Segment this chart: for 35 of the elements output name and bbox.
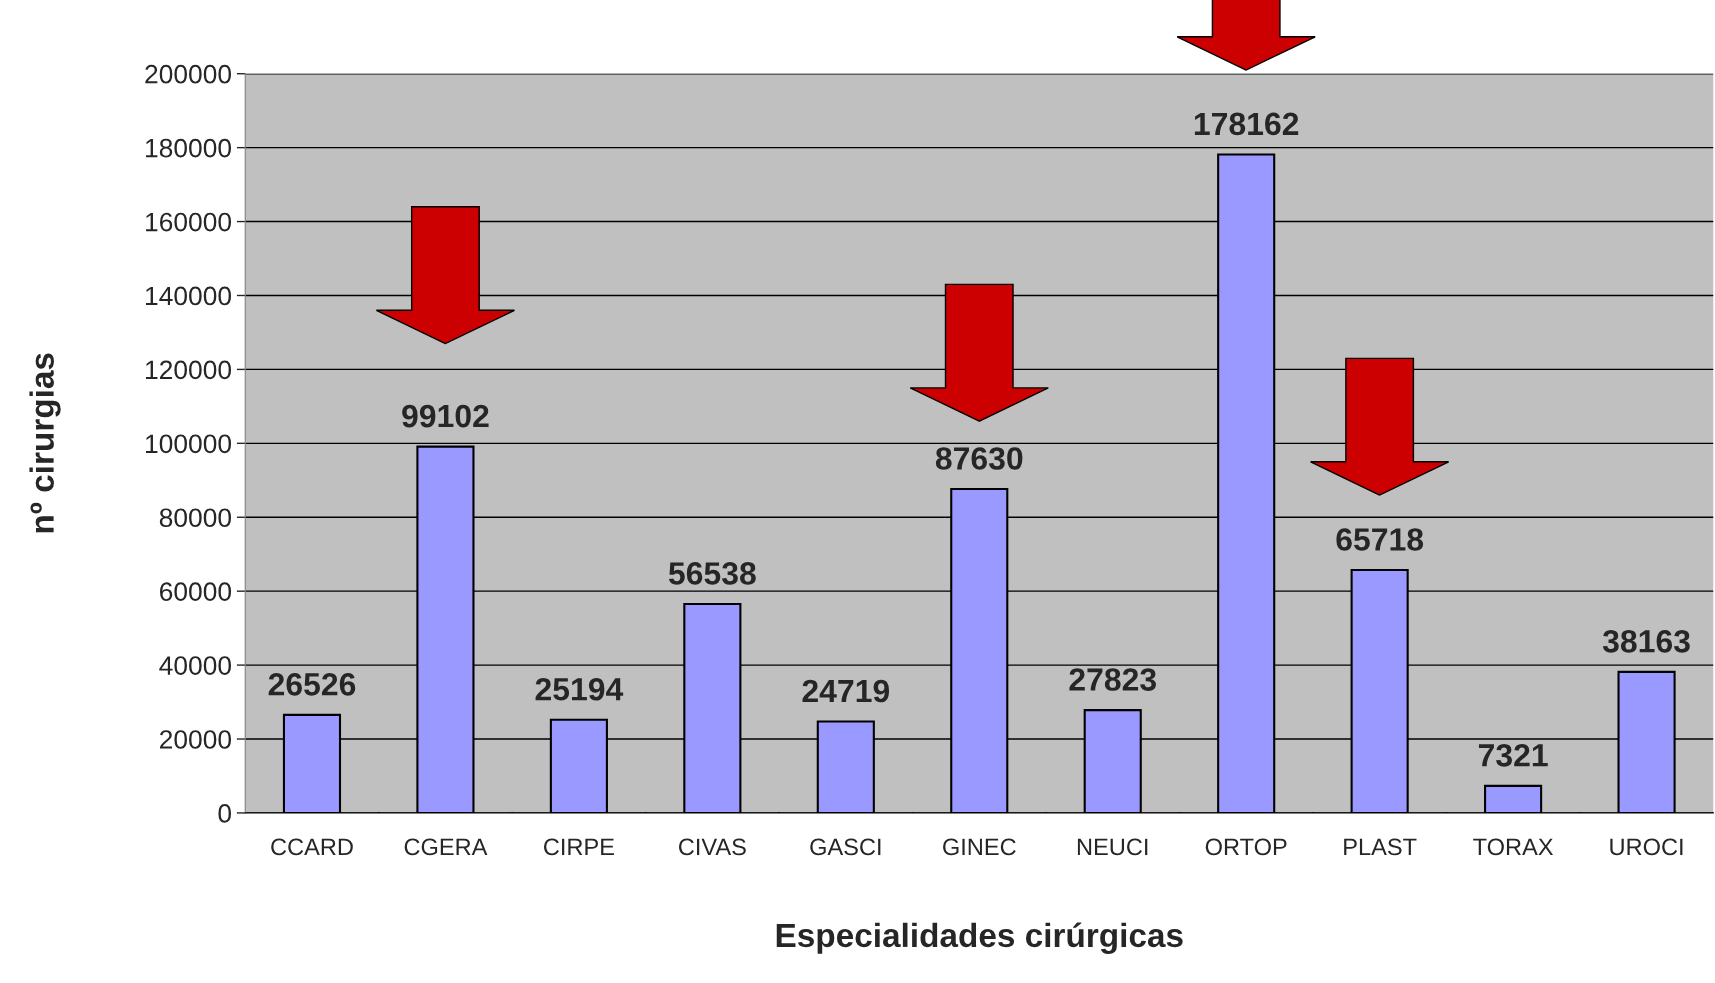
y-tick-label: 40000 (159, 656, 232, 675)
data-label: 7321 (1478, 744, 1548, 767)
y-tick-label: 180000 (146, 138, 232, 158)
y-tick-label: 80000 (159, 508, 232, 528)
y-tick-label: 200000 (145, 64, 232, 84)
x-tick-label: PLAST (1344, 838, 1417, 856)
x-tick-label: ORTOP (1205, 838, 1287, 856)
y-tick-label: 140000 (146, 286, 232, 306)
data-label: 87630 (935, 447, 1023, 470)
data-label: 26526 (268, 673, 356, 696)
data-label: 56538 (668, 562, 756, 585)
data-label: 99102 (402, 404, 489, 428)
x-tick-label: UROCI (1610, 838, 1683, 856)
data-label: 27823 (1069, 668, 1156, 691)
x-tick-label: CIRPE (544, 838, 614, 856)
x-tick-label: CCARD (271, 838, 353, 856)
y-tick-label: 160000 (146, 212, 232, 232)
data-label: 65718 (1336, 528, 1424, 551)
x-tick-label: CGERA (404, 838, 488, 856)
data-label: 25194 (535, 677, 624, 701)
x-axis-title: Especialidades cirúrgicas (776, 922, 1183, 954)
y-tick-label: 0 (218, 804, 232, 823)
x-tick-label: NEUCI (1077, 838, 1148, 856)
data-label: 178162 (1194, 112, 1299, 136)
x-tick-label: CIVAS (678, 838, 746, 856)
y-tick-label: 20000 (160, 730, 232, 749)
x-tick-label: TORAX (1473, 838, 1554, 856)
x-tick-label: GINEC (943, 838, 1016, 856)
y-axis-title: nº cirurgias (29, 353, 61, 533)
data-label: 38163 (1602, 630, 1690, 653)
y-tick-label: 60000 (160, 582, 232, 601)
y-tick-label: 100000 (146, 434, 232, 454)
y-tick-label: 120000 (146, 360, 232, 380)
x-tick-label: GASCI (810, 838, 881, 856)
data-label: 24719 (802, 679, 890, 703)
